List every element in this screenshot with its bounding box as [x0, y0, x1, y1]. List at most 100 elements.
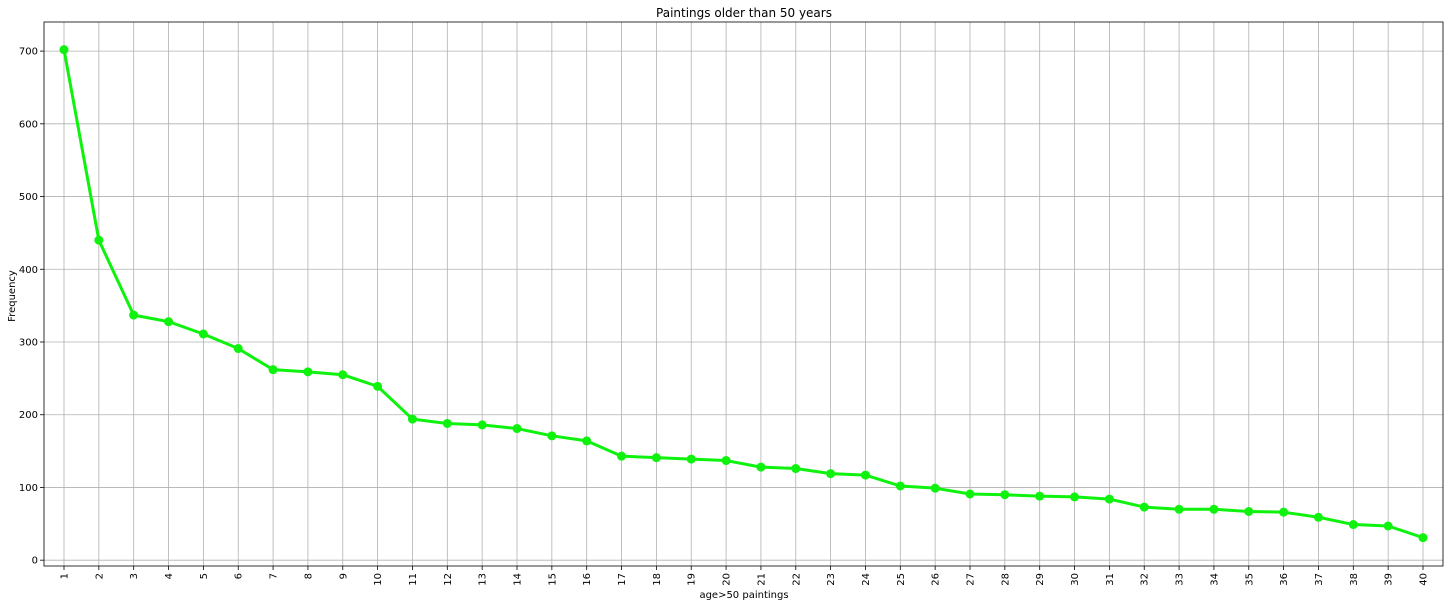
data-point: [233, 344, 243, 354]
x-tick-label: 19: [687, 573, 698, 586]
x-tick-label: 4: [164, 573, 175, 579]
x-tick-label: 14: [513, 573, 524, 586]
x-tick-label: 37: [1314, 573, 1325, 586]
data-point: [1174, 504, 1184, 514]
data-points-layer: [59, 45, 1428, 543]
x-tick-label: 40: [1419, 573, 1430, 586]
data-point: [930, 483, 940, 493]
x-tick-label: 29: [1035, 573, 1046, 586]
x-tick-label: 39: [1384, 573, 1395, 586]
x-tick-label: 12: [443, 573, 454, 586]
data-point: [686, 454, 696, 464]
x-tick-label: 23: [826, 573, 837, 586]
data-point: [477, 420, 487, 430]
y-axis-ticks: 0 100 200 300 400 500 600 700: [19, 47, 44, 567]
axes-spines: [43, 21, 1444, 567]
x-tick-label: 17: [617, 573, 628, 586]
data-point: [303, 367, 313, 377]
x-tick-label: 9: [338, 573, 349, 579]
data-point: [198, 329, 208, 339]
x-axis-label: age>50 paintings: [699, 590, 788, 601]
data-point: [1244, 506, 1254, 516]
data-point: [407, 414, 417, 424]
x-tick-label: 18: [652, 573, 663, 586]
data-point: [1279, 507, 1289, 517]
x-tick-label: 28: [1000, 573, 1011, 586]
y-tick-label: 200: [19, 410, 38, 421]
x-tick-label: 6: [234, 573, 245, 579]
y-tick-label: 600: [19, 119, 38, 130]
x-tick-label: 33: [1175, 573, 1186, 586]
x-tick-label: 32: [1140, 573, 1151, 586]
data-point: [164, 317, 174, 327]
x-tick-label: 5: [199, 573, 210, 579]
data-point: [1104, 494, 1114, 504]
data-point: [1139, 502, 1149, 512]
data-point: [1209, 504, 1219, 514]
x-tick-label: 27: [966, 573, 977, 586]
data-point: [373, 381, 383, 391]
x-tick-label: 7: [269, 573, 280, 579]
x-tick-label: 13: [478, 573, 489, 586]
data-point: [1313, 512, 1323, 522]
y-tick-label: 400: [19, 265, 38, 276]
x-tick-label: 10: [373, 573, 384, 586]
data-point: [1418, 533, 1428, 543]
x-tick-label: 20: [722, 573, 733, 586]
data-point: [1383, 521, 1393, 531]
x-tick-label: 25: [896, 573, 907, 586]
x-tick-label: 31: [1105, 573, 1116, 586]
x-tick-label: 2: [94, 573, 105, 579]
series-line: [62, 49, 1424, 540]
data-point: [59, 45, 69, 55]
data-point: [1035, 491, 1045, 501]
data-point: [1070, 492, 1080, 502]
data-point: [756, 462, 766, 472]
data-point: [338, 370, 348, 380]
data-point: [1000, 490, 1010, 500]
y-axis-label: Frequency: [7, 270, 18, 322]
data-point: [582, 436, 592, 446]
x-tick-label: 36: [1279, 573, 1290, 586]
data-point: [94, 235, 104, 245]
x-tick-label: 38: [1349, 573, 1360, 586]
x-tick-label: 24: [861, 573, 872, 586]
data-point: [895, 481, 905, 491]
data-point: [1348, 520, 1358, 530]
x-tick-label: 11: [408, 573, 419, 586]
x-tick-label: 30: [1070, 573, 1081, 586]
y-tick-label: 700: [19, 47, 38, 58]
series-line-layer: [62, 49, 1424, 540]
data-point: [129, 310, 139, 320]
x-tick-label: 16: [582, 573, 593, 586]
data-point: [617, 451, 627, 461]
data-point: [651, 453, 661, 463]
data-point: [791, 464, 801, 474]
x-tick-label: 35: [1244, 573, 1255, 586]
x-tick-label: 34: [1209, 573, 1220, 586]
x-tick-label: 15: [547, 573, 558, 586]
data-point: [512, 424, 522, 434]
data-point: [826, 469, 836, 479]
data-point: [721, 456, 731, 466]
x-tick-label: 1: [60, 573, 71, 579]
chart-title: Paintings older than 50 years: [656, 6, 832, 20]
data-point: [442, 418, 452, 428]
plot-frame: [43, 21, 1444, 567]
y-tick-label: 0: [32, 556, 38, 567]
x-tick-label: 22: [791, 573, 802, 586]
data-point: [547, 431, 557, 441]
data-point: [268, 365, 278, 375]
y-tick-label: 300: [19, 338, 38, 349]
x-tick-label: 21: [756, 573, 767, 586]
grid-layer: [44, 22, 1443, 566]
x-tick-label: 3: [129, 573, 140, 579]
y-tick-label: 100: [19, 483, 38, 494]
y-tick-label: 500: [19, 192, 38, 203]
x-tick-label: 26: [931, 573, 942, 586]
x-tick-label: 8: [303, 573, 314, 579]
x-axis-ticks: 1 2 3 4 5 6 7 8 9 10 11 12 13 14 15 16 17 18 19 20 21 22 23 24 2…: [60, 566, 1430, 586]
data-point: [860, 470, 870, 480]
data-point: [965, 489, 975, 499]
